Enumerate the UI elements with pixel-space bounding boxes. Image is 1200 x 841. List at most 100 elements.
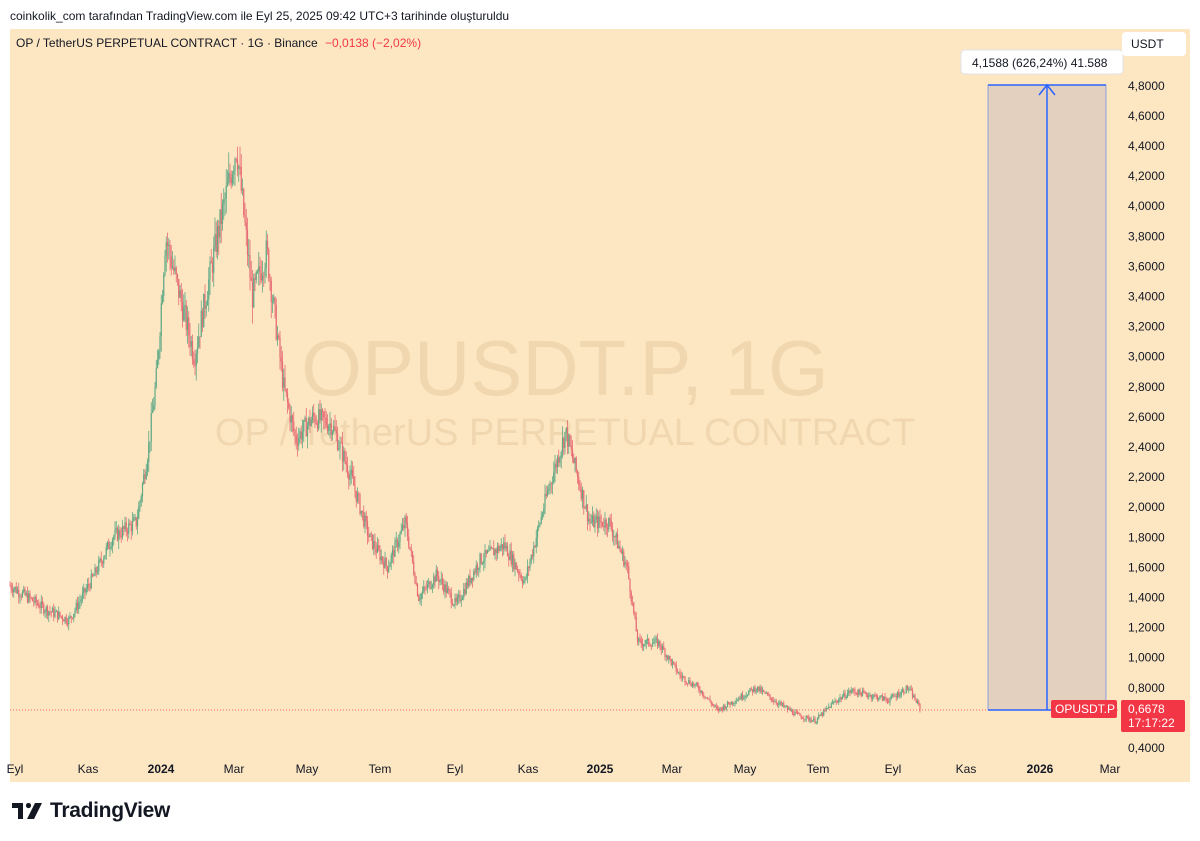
candle-body	[315, 423, 317, 424]
candle-body	[739, 698, 741, 700]
candle-body	[468, 575, 470, 587]
candle-body	[270, 280, 272, 302]
candle-body	[163, 274, 165, 297]
candle-body	[823, 709, 825, 716]
last-price-symbol: OPUSDT.P	[1055, 702, 1115, 716]
candle-body	[778, 703, 780, 705]
candle-body	[630, 592, 632, 602]
candle-body	[576, 471, 579, 477]
candle-body	[336, 433, 339, 450]
candle-body	[316, 423, 319, 429]
candle-body	[364, 515, 366, 527]
symbol-legend[interactable]: OP / TetherUS PERPETUAL CONTRACT · 1G · …	[16, 36, 421, 50]
candle-body	[554, 463, 556, 473]
candle-body	[25, 593, 27, 595]
candle-body	[283, 377, 285, 388]
price-tick-label: 2,2000	[1128, 470, 1165, 484]
candle-body	[269, 278, 271, 281]
price-tick-label: 1,4000	[1128, 591, 1165, 605]
candle-body	[729, 704, 731, 705]
candle-body	[404, 516, 406, 529]
candle-body	[623, 551, 625, 566]
candle-body	[63, 619, 65, 622]
candle-body	[16, 589, 19, 593]
candle-body	[439, 580, 441, 583]
candle-body	[148, 442, 150, 462]
candle-body	[804, 719, 806, 721]
candle-body	[276, 335, 279, 340]
candle-body	[195, 353, 197, 367]
candle-body	[844, 692, 846, 699]
candle-body	[575, 457, 577, 472]
candle-body	[280, 357, 282, 362]
candle-body	[14, 586, 16, 590]
candle-body	[483, 560, 485, 564]
candle-body	[849, 690, 851, 693]
candle-body	[161, 296, 164, 304]
candle-body	[863, 690, 865, 693]
candle-body	[400, 530, 402, 534]
candle-body	[349, 474, 351, 480]
candle-body	[101, 561, 104, 564]
candle-body	[496, 546, 499, 554]
time-axis[interactable]: Eyl Kas 2024 Mar May Tem Eyl Kas 2025 Mar May Tem Ey…	[7, 762, 1121, 776]
candle-body	[826, 707, 829, 709]
price-tick-label: 3,4000	[1128, 290, 1165, 304]
candle-body	[225, 185, 227, 199]
candle-body	[414, 574, 416, 584]
candle-body	[49, 611, 51, 613]
candle-body	[796, 712, 799, 714]
currency-unit-button[interactable]: USDT	[1122, 32, 1186, 56]
price-axis[interactable]: 0,40000,60000,80001,00001,20001,40001,60…	[1128, 79, 1165, 755]
candle-body	[513, 554, 515, 570]
candle-body	[743, 697, 745, 699]
candle-body	[883, 696, 885, 701]
candle-body	[409, 546, 411, 549]
candle-body	[809, 719, 811, 721]
candle-body	[451, 603, 454, 605]
candle-body	[88, 584, 90, 586]
candle-body	[910, 688, 912, 691]
candle-body	[566, 427, 569, 447]
candle-body	[36, 602, 39, 605]
candle-body	[904, 692, 906, 694]
candle-body	[395, 539, 397, 542]
candle-body	[855, 693, 857, 694]
candle-body	[733, 703, 735, 704]
candle-body	[308, 417, 310, 426]
measure-arrow-icon	[1038, 83, 1056, 96]
candle-body	[266, 240, 269, 250]
candle-body	[561, 438, 564, 452]
candle-body	[771, 700, 774, 702]
candle-body	[21, 591, 24, 597]
candle-body	[143, 474, 145, 484]
price-tick-label: 2,0000	[1128, 500, 1165, 514]
candle-body	[44, 611, 46, 614]
candle-body	[124, 522, 126, 529]
candle-body	[230, 177, 232, 184]
candle-body	[506, 545, 509, 557]
candle-body	[879, 696, 881, 699]
candle-body	[455, 598, 457, 602]
measure-tool[interactable]: 4,1588 (626,24%) 41.588	[960, 49, 1124, 711]
chart-frame[interactable]	[10, 29, 1190, 782]
candle-body	[744, 695, 746, 698]
candle-body	[68, 617, 70, 625]
price-tick-label: 1,0000	[1128, 651, 1165, 665]
candle-body	[658, 640, 660, 647]
candle-body	[416, 583, 419, 596]
candle-body	[443, 584, 445, 592]
candle-body	[459, 594, 461, 602]
candle-body	[155, 368, 157, 388]
candle-body	[695, 683, 697, 685]
last-price-badge[interactable]: OPUSDT.P 0,6678 17:17:22	[1051, 700, 1185, 732]
candle-body	[138, 506, 140, 519]
candle-body	[596, 516, 599, 529]
candle-body	[389, 563, 391, 568]
candle-body	[220, 209, 222, 224]
candle-body	[535, 537, 537, 547]
candle-body	[800, 715, 802, 719]
candle-body	[448, 588, 450, 591]
candle-body	[136, 518, 139, 527]
